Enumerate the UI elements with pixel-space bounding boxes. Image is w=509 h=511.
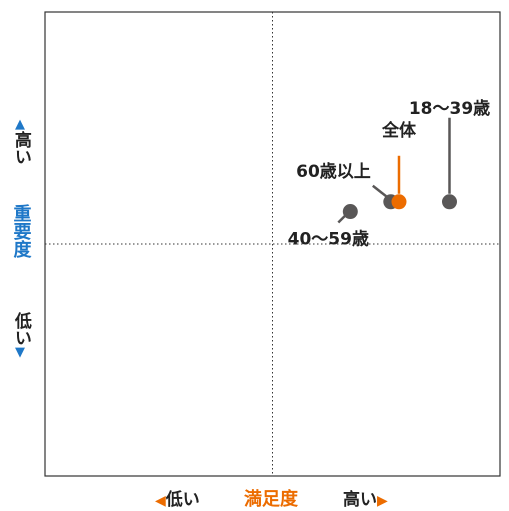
point-0-label: 全体	[381, 120, 417, 141]
point-2-label: 60歳以上	[296, 161, 371, 182]
x-axis-high-group: 高い▶	[343, 485, 388, 510]
point-3-leader-line	[337, 214, 347, 224]
y-axis-low-group: 低い ▼	[6, 312, 34, 359]
up-triangle-icon: ▲	[15, 117, 25, 132]
y-axis-title: 重要度	[10, 204, 32, 258]
left-triangle-icon: ◀	[155, 493, 166, 509]
right-triangle-icon: ▶	[377, 493, 388, 509]
x-axis-low-group: ◀低い	[155, 485, 200, 510]
x-axis-label-row: ◀低い 満足度 高い▶	[0, 481, 509, 510]
point-1-marker	[441, 194, 457, 210]
y-axis-high-group: ▲ 高い	[6, 118, 34, 165]
x-axis-title: 満足度	[244, 489, 298, 510]
y-axis-low-label: 低い	[10, 312, 31, 346]
point-2-leader-line	[372, 184, 388, 198]
y-axis-high-label: 高い	[10, 131, 31, 165]
point-0-marker	[391, 194, 407, 210]
y-axis-title-group: 重要度	[6, 204, 34, 258]
point-1-label: 18〜39歳	[409, 98, 490, 119]
point-3-marker	[342, 204, 358, 220]
x-axis-low-label: 低い	[165, 490, 200, 510]
x-axis-high-label: 高い	[343, 490, 377, 510]
point-3-label: 40〜59歳	[288, 229, 369, 250]
down-triangle-icon: ▼	[15, 345, 25, 360]
